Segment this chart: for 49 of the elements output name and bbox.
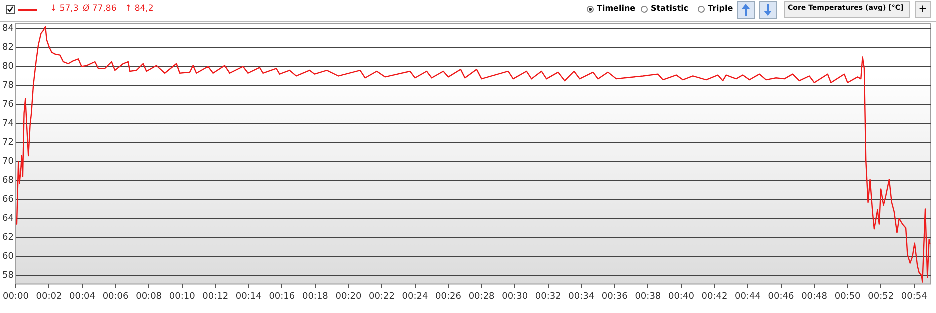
y-tick-label: 68 <box>2 176 14 186</box>
x-tick-label: 00:44 <box>735 292 762 302</box>
text: Triple <box>708 4 734 13</box>
x-tick-label: 00:52 <box>868 292 894 302</box>
y-tick-label: 58 <box>2 270 14 281</box>
x-tick-label: 00:38 <box>635 292 662 302</box>
y-tick-label: 72 <box>2 138 14 148</box>
y-tick-label: 82 <box>2 43 14 54</box>
x-tick-label: 00:10 <box>169 292 196 302</box>
add-button: + <box>915 1 931 18</box>
y-tick-label: 80 <box>2 62 14 72</box>
text: Timeline <box>597 4 636 13</box>
x-tick-label: 00:30 <box>502 292 528 302</box>
x-tick-label: 00:18 <box>302 292 329 302</box>
x-tick-label: 00:04 <box>70 292 96 302</box>
y-tick-label: 78 <box>2 81 14 92</box>
x-tick-label: 00:36 <box>602 292 628 302</box>
x-tick-label: 00:22 <box>369 292 395 302</box>
x-tick-label: 00:42 <box>702 292 728 302</box>
x-tick-label: 00:24 <box>402 292 428 302</box>
x-tick-label: 00:50 <box>834 292 862 302</box>
x-tick-label: 00:20 <box>336 292 362 302</box>
x-tick-label: 00:40 <box>668 292 695 302</box>
y-tick-label: 64 <box>2 214 14 224</box>
x-tick-label: 00:46 <box>768 292 795 302</box>
x-tick-label: 00:00 <box>3 292 30 302</box>
y-tick-label: 66 <box>2 195 14 206</box>
y-tick-label: 84 <box>2 24 14 34</box>
x-tick-label: 00:32 <box>535 292 562 302</box>
text: ↑ 84,2 <box>125 4 154 14</box>
x-tick-label: 00:54 <box>901 292 928 302</box>
x-tick-label: 00:02 <box>36 292 62 302</box>
x-tick-label: 00:28 <box>468 292 496 302</box>
x-tick-label: 00:08 <box>136 292 162 302</box>
y-tick-label: 62 <box>2 233 14 244</box>
x-tick-label: 00:34 <box>568 292 595 302</box>
text: Statistic <box>651 4 689 13</box>
x-tick-label: 00:12 <box>202 292 229 302</box>
y-tick-label: 76 <box>2 100 14 110</box>
y-tick-label: 60 <box>2 252 14 262</box>
text: ↓ 57,3 <box>50 4 79 14</box>
y-tick-label: 74 <box>2 119 14 130</box>
y-tick-label: 70 <box>2 157 14 168</box>
text: Ø 77,86 <box>83 4 117 14</box>
x-tick-label: 00:26 <box>436 292 462 302</box>
x-tick-label: 00:14 <box>236 292 262 302</box>
x-tick-label: 00:06 <box>102 292 130 302</box>
x-tick-label: 00:48 <box>802 292 828 302</box>
x-tick-label: 00:16 <box>269 292 296 302</box>
